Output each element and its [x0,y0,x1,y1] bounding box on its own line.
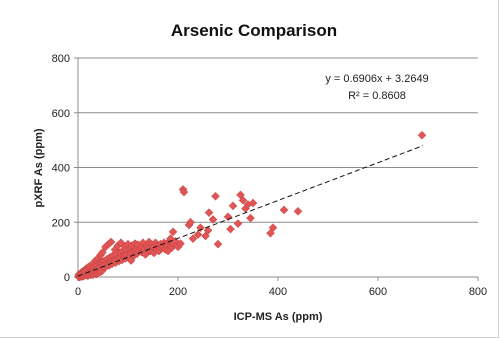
x-tick-label: 600 [369,286,387,298]
data-point [168,227,178,237]
y-tick-label: 600 [52,108,70,120]
data-point [186,217,195,227]
data-point [279,205,289,215]
data-point [98,261,108,271]
data-point [176,239,185,248]
x-tick-label: 800 [469,286,487,298]
y-axis-label: pXRF As (ppm) [33,128,45,207]
data-point [417,130,427,140]
x-tick-label: 200 [169,286,187,298]
data-point [196,223,205,233]
data-point [213,239,223,249]
data-point [233,219,243,228]
y-tick-label: 800 [52,53,70,65]
data-point [106,237,116,247]
data-point [268,223,278,233]
y-tick-label: 0 [64,272,70,284]
trendline-equation: y = 0.6906x + 3.2649 [325,73,428,85]
chart-title: Arsenic Comparison [171,21,337,40]
data-point [179,187,189,197]
gridlines [78,57,478,223]
data-point [211,191,220,201]
data-point [226,224,235,234]
data-point [98,248,107,257]
x-axis-label: ICP-MS As (ppm) [234,311,323,323]
data-point [228,201,238,211]
data-point [293,206,303,216]
data-point [193,230,203,239]
data-point [238,195,248,205]
y-tick-label: 400 [52,163,70,175]
r-squared-label: R² = 0.8608 [348,90,406,102]
data-point [188,234,198,244]
trendline [77,145,424,277]
x-tick-label: 400 [269,286,287,298]
data-point [141,250,150,259]
x-tick-label: 0 [75,286,81,298]
data-point [204,208,214,218]
data-point [248,198,258,208]
data-point [203,226,213,235]
x-tick-labels: 0 200 400 600 800 [75,286,487,298]
y-tick-labels: 0 200 400 600 800 [52,53,70,284]
y-tick-label: 200 [52,217,70,229]
data-point [246,213,255,223]
data-point [208,215,218,224]
data-points [74,130,427,282]
